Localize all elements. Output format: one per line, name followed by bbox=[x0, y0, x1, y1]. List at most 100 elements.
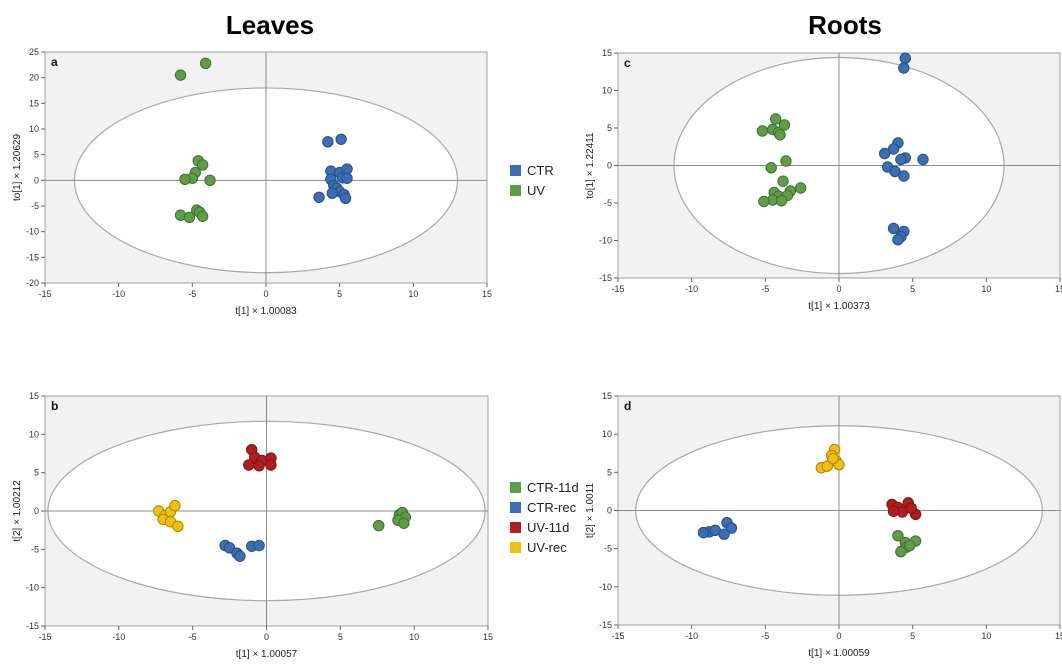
x-tick-label: 5 bbox=[338, 632, 343, 642]
legend-swatch-ctr bbox=[510, 164, 521, 176]
legend-label-uv: UV bbox=[527, 182, 546, 198]
data-point bbox=[895, 153, 907, 166]
y-tick-label: 10 bbox=[29, 124, 39, 134]
legend-swatch-uv-11d bbox=[510, 521, 521, 533]
y-tick-label: 15 bbox=[602, 391, 612, 401]
data-point bbox=[174, 69, 187, 81]
data-point bbox=[196, 210, 209, 222]
roots-column-title: Roots bbox=[808, 10, 882, 40]
y-tick-label: -15 bbox=[26, 252, 39, 262]
x-tick-label: 0 bbox=[264, 632, 269, 642]
x-tick-label: 0 bbox=[836, 631, 841, 641]
x-tick-label: -15 bbox=[38, 289, 51, 299]
data-point bbox=[398, 517, 410, 529]
y-axis-label: to[1] × 1.20629 bbox=[12, 134, 23, 201]
data-point bbox=[204, 174, 216, 187]
data-point bbox=[183, 211, 196, 223]
x-tick-label: -15 bbox=[611, 284, 624, 294]
data-point bbox=[827, 452, 839, 465]
x-tick-label: -15 bbox=[38, 632, 51, 642]
y-axis-label: to[1] × 1.22411 bbox=[585, 132, 596, 199]
legend-label-ctr-rec: CTR-rec bbox=[527, 499, 577, 515]
x-tick-label: -5 bbox=[761, 284, 769, 294]
x-axis-label: t[1] × 1.00057 bbox=[236, 649, 298, 660]
data-point bbox=[718, 528, 730, 540]
data-point bbox=[339, 192, 352, 205]
legend-label-uv-rec: UV-rec bbox=[527, 539, 567, 555]
data-point bbox=[898, 170, 910, 182]
y-tick-label: 10 bbox=[602, 429, 612, 439]
data-point bbox=[725, 522, 738, 534]
y-tick-label: 5 bbox=[607, 467, 612, 477]
data-point bbox=[887, 505, 900, 517]
y-tick-label: 0 bbox=[34, 506, 39, 516]
x-tick-label: 5 bbox=[337, 289, 342, 299]
data-point bbox=[774, 129, 786, 141]
series-ctr-rec bbox=[697, 517, 738, 540]
panel-label: c bbox=[624, 56, 631, 70]
x-tick-label: 15 bbox=[1055, 631, 1062, 641]
y-tick-label: 15 bbox=[602, 48, 612, 58]
y-tick-label: -5 bbox=[604, 544, 612, 554]
data-point bbox=[326, 187, 338, 199]
data-point bbox=[169, 499, 181, 512]
data-point bbox=[892, 234, 904, 246]
y-tick-label: -20 bbox=[26, 278, 39, 288]
legend-item-ctr: CTR bbox=[510, 160, 554, 180]
data-point bbox=[373, 519, 385, 532]
data-point bbox=[234, 550, 246, 562]
panel-label: d bbox=[624, 399, 631, 413]
y-axis-label: t[2] × 1.00212 bbox=[12, 480, 23, 542]
data-point bbox=[253, 539, 265, 552]
data-point bbox=[758, 195, 770, 208]
y-tick-label: -5 bbox=[604, 198, 612, 208]
data-point bbox=[179, 173, 191, 186]
legend-item-uv-11d: UV-11d bbox=[510, 517, 579, 537]
data-point bbox=[769, 113, 782, 125]
y-tick-label: 0 bbox=[607, 161, 612, 171]
data-point bbox=[777, 175, 789, 187]
data-point bbox=[199, 57, 212, 69]
y-axis-label: t[2] × 1.0011 bbox=[585, 482, 596, 538]
x-tick-label: 15 bbox=[1055, 284, 1062, 294]
x-tick-label: -15 bbox=[611, 631, 624, 641]
x-tick-label: 10 bbox=[981, 284, 991, 294]
data-point bbox=[341, 172, 353, 184]
legend-swatch-ctr-rec bbox=[510, 501, 521, 513]
series-uv bbox=[174, 57, 216, 223]
x-tick-label: 10 bbox=[409, 632, 419, 642]
y-tick-label: -10 bbox=[599, 582, 612, 592]
x-tick-label: 10 bbox=[981, 631, 991, 641]
x-axis-label: t[1] × 1.00373 bbox=[808, 301, 870, 312]
data-point bbox=[697, 526, 710, 539]
data-point bbox=[253, 460, 265, 472]
x-tick-label: 5 bbox=[910, 631, 915, 641]
series-ctr-rec bbox=[219, 539, 265, 562]
legend-swatch-ctr-11d bbox=[510, 481, 521, 493]
legend-label-ctr: CTR bbox=[527, 162, 554, 178]
data-point bbox=[878, 147, 891, 160]
data-point bbox=[780, 155, 792, 167]
legend-item-ctr-rec: CTR-rec bbox=[510, 497, 579, 517]
y-tick-label: -10 bbox=[26, 583, 39, 593]
y-tick-label: -10 bbox=[26, 227, 39, 237]
y-tick-label: 10 bbox=[602, 86, 612, 96]
y-tick-label: 20 bbox=[29, 73, 39, 83]
y-tick-label: 5 bbox=[607, 123, 612, 133]
x-axis-label: t[1] × 1.00059 bbox=[808, 648, 870, 659]
series-ctr-11d bbox=[892, 529, 922, 558]
data-point bbox=[905, 502, 917, 514]
data-point bbox=[887, 222, 900, 235]
series-ctr bbox=[313, 133, 353, 205]
legend-swatch-uv bbox=[510, 184, 521, 196]
series-uv-11d bbox=[886, 497, 922, 521]
y-tick-label: 10 bbox=[29, 429, 39, 439]
data-point bbox=[765, 162, 777, 174]
y-tick-label: 5 bbox=[34, 150, 39, 160]
x-tick-label: -10 bbox=[112, 632, 125, 642]
data-point bbox=[778, 119, 791, 131]
y-tick-label: 5 bbox=[34, 468, 39, 478]
data-point bbox=[892, 529, 904, 542]
y-tick-label: 0 bbox=[34, 175, 39, 185]
